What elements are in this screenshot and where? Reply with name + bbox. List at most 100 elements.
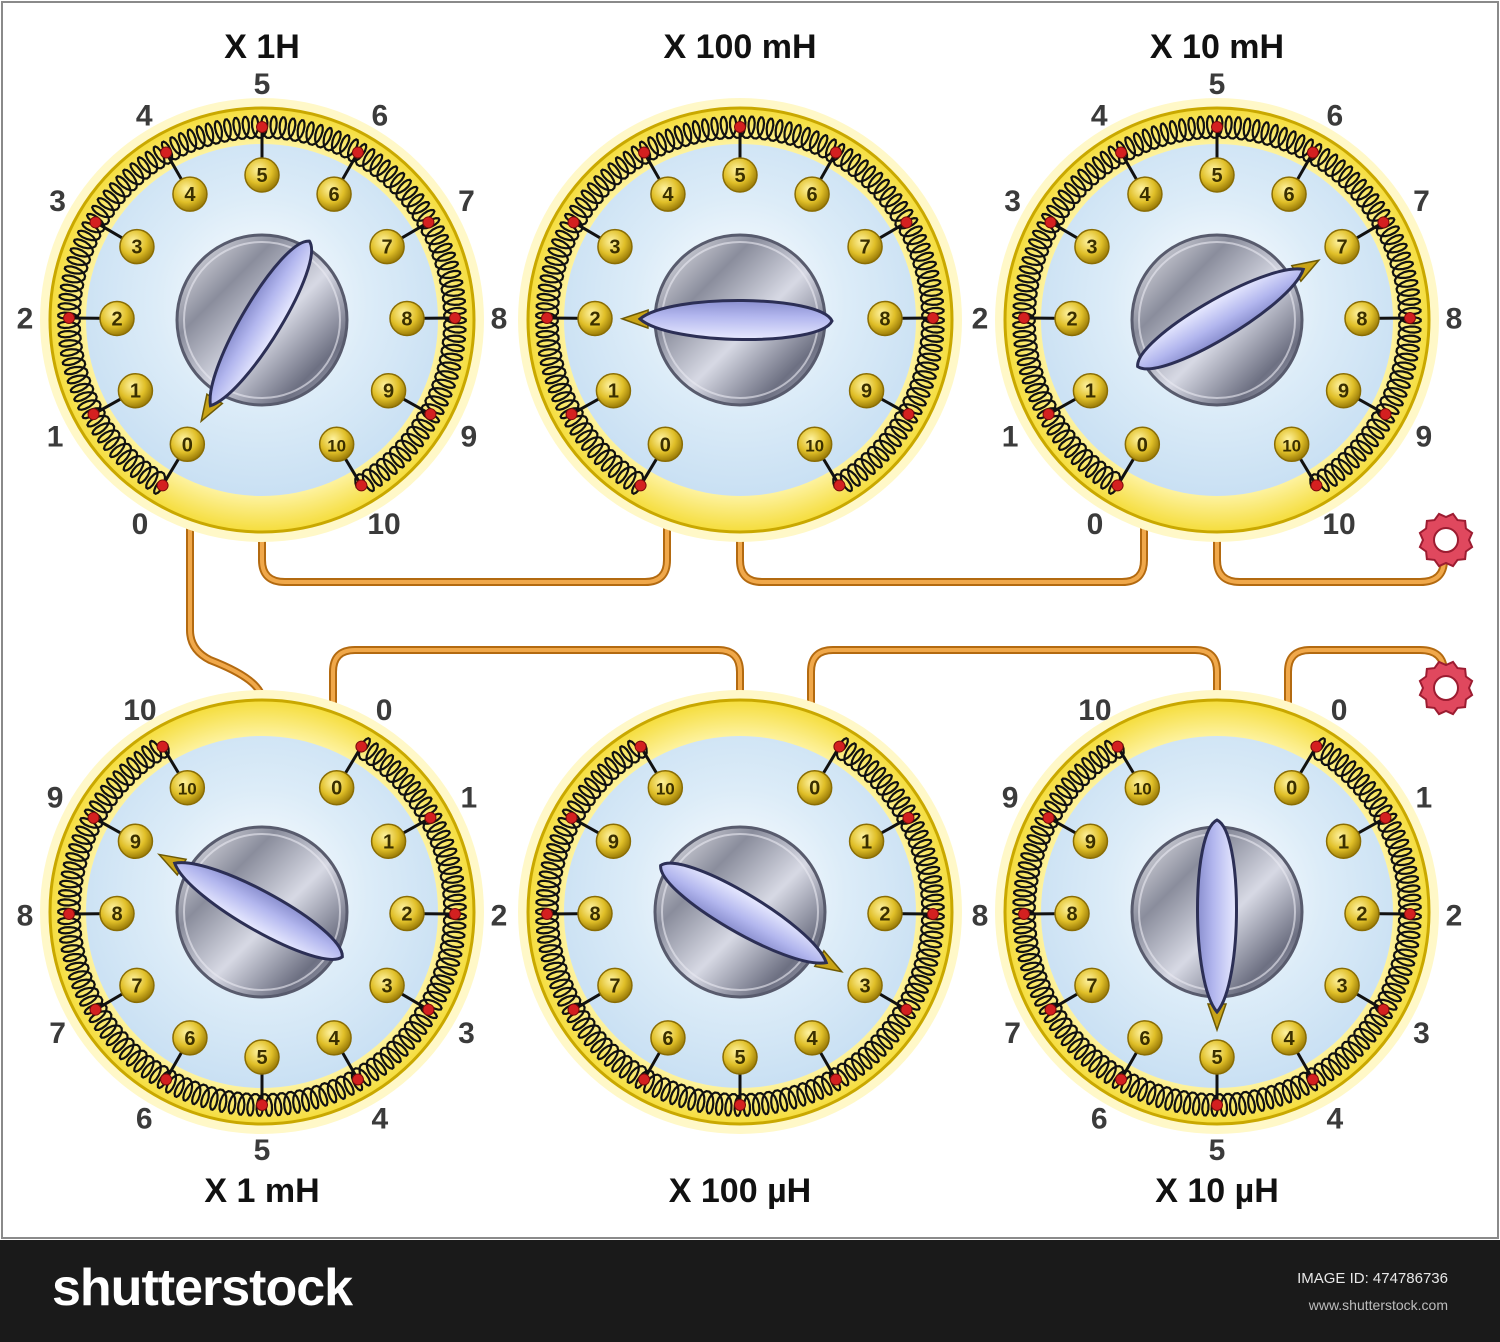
tap-point	[565, 811, 578, 824]
contact-label: 6	[328, 184, 339, 206]
contact-label: 1	[1338, 831, 1349, 853]
switch-contact	[318, 426, 355, 463]
coil-segment	[535, 812, 582, 916]
inductor-coils	[535, 115, 945, 496]
contact-label: 3	[609, 237, 620, 259]
tap-point	[89, 1003, 102, 1016]
switch-contact	[117, 823, 154, 860]
coil-segment	[57, 217, 106, 320]
pointer-bar	[659, 861, 829, 965]
switch-contact	[389, 300, 425, 337]
inductor-coils	[1012, 115, 1422, 496]
copper-trace-highlight	[260, 408, 669, 584]
selector-pointer	[619, 299, 834, 342]
switch-contact	[848, 372, 885, 409]
coil-segment	[1215, 115, 1319, 163]
coil-segment	[260, 115, 364, 163]
coil-segment	[535, 907, 582, 1016]
tap-point	[256, 121, 268, 133]
terminal-binding-post	[1418, 512, 1474, 568]
contact-label: 7	[131, 975, 142, 997]
contact-label: 2	[401, 904, 412, 926]
switch-contact	[244, 1039, 280, 1075]
coil-segment	[160, 1069, 264, 1117]
coil-segment	[832, 142, 914, 230]
switch-contact	[577, 895, 613, 932]
switch-contact	[117, 372, 154, 409]
contact-label: 6	[662, 1028, 673, 1050]
position-label: 1	[461, 781, 478, 814]
contact-label: 0	[660, 434, 671, 456]
switch-contact	[1271, 1020, 1307, 1056]
binding-posts	[1418, 512, 1474, 716]
coil-segment	[1375, 316, 1422, 420]
coil-segment	[57, 907, 104, 1016]
switch-contact	[318, 769, 355, 806]
position-label: 4	[371, 1103, 388, 1136]
switch-contact	[796, 426, 833, 463]
selector-pointer	[1136, 259, 1321, 371]
position-label: 9	[47, 781, 64, 814]
contact-label: 8	[879, 308, 890, 330]
coil-segment	[160, 115, 269, 161]
coil-segment	[255, 1071, 364, 1117]
position-label: 10	[123, 694, 156, 727]
switch-contact	[847, 967, 883, 1004]
contact-label: 0	[1286, 778, 1297, 800]
coil-segment	[733, 1071, 842, 1117]
switch-contact	[577, 300, 613, 337]
tap-point	[160, 1073, 173, 1086]
contact-label: 9	[608, 831, 619, 853]
tap-point	[424, 811, 437, 824]
tap-point	[63, 908, 76, 921]
switch-contact	[1271, 176, 1307, 212]
contact-label: 4	[1283, 1028, 1295, 1050]
switch-contact	[867, 300, 903, 337]
coil-segment	[898, 316, 945, 420]
contact-label: 5	[734, 165, 745, 187]
coil-segment	[350, 1006, 439, 1087]
tap-point	[900, 1003, 913, 1016]
coil-segment	[1041, 407, 1122, 496]
coil-segment	[832, 410, 919, 493]
tap-point	[156, 479, 169, 492]
coil-segment	[1309, 410, 1396, 493]
switch-contact	[99, 300, 135, 337]
tap-point	[1018, 908, 1031, 921]
tap-point	[902, 811, 915, 824]
pointer-bar	[637, 299, 834, 342]
switch-contact	[99, 895, 135, 932]
tap-point	[1044, 216, 1057, 229]
decade-dial-6: 0 0 1 1 2 2 3 3 4 4 5 5 6 6 7 7 8 8 9 9 10 10	[972, 690, 1462, 1167]
position-label: 7	[1004, 1017, 1021, 1050]
switch-contact	[316, 176, 352, 212]
coil-segment	[738, 115, 842, 163]
position-label: 5	[1209, 68, 1226, 101]
switch-contact	[1124, 769, 1161, 806]
contact-label: 9	[861, 381, 872, 403]
contact-label: 10	[1282, 436, 1301, 455]
position-label: 3	[49, 185, 66, 218]
contact-label: 0	[331, 778, 342, 800]
switch-contact	[1325, 372, 1362, 409]
switch-contact	[244, 157, 280, 193]
tap-point	[1111, 479, 1124, 492]
position-label: 2	[17, 303, 34, 336]
switch-contact	[1124, 426, 1161, 463]
contact-label: 2	[1356, 904, 1367, 926]
post-hole	[1433, 675, 1459, 701]
switch-contact	[1273, 769, 1310, 806]
contact-label: 0	[182, 434, 193, 456]
decade-dial-5: 0 1 2 3 4 5 6 7 8 9 10	[518, 690, 962, 1134]
switch-contact	[1324, 967, 1360, 1004]
tap-point	[1042, 408, 1055, 421]
contact-label: 2	[1066, 308, 1077, 330]
coil-segment	[420, 316, 467, 420]
switch-contact	[1324, 228, 1360, 265]
tap-point	[900, 216, 913, 229]
switch-contact	[1273, 426, 1310, 463]
site-url-label: www.shutterstock.com	[1308, 1297, 1448, 1313]
coil-segment	[563, 145, 652, 226]
